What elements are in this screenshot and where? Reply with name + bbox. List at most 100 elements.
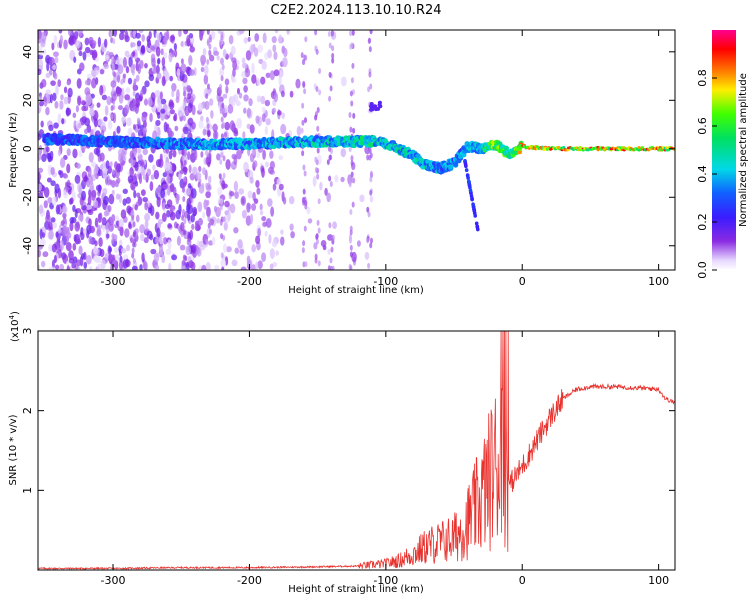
heatmap-cell — [178, 30, 182, 38]
top-x-ticks: -300 -200 -100 0 100 — [101, 30, 669, 288]
heatmap-cell — [160, 48, 164, 56]
heatmap-cell — [180, 58, 184, 65]
heatmap-cell — [179, 169, 184, 175]
heatmap-cell — [278, 75, 282, 86]
heatmap-cell — [45, 146, 50, 153]
heatmap-cell — [98, 118, 104, 127]
heatmap-cell — [139, 264, 143, 270]
heatmap-cell — [277, 110, 282, 116]
snr-series-line — [38, 331, 675, 570]
heatmap-cell — [124, 228, 130, 238]
heatmap-cell — [331, 30, 335, 37]
y-tick-label: 40 — [21, 45, 34, 59]
heatmap-cell — [301, 247, 305, 254]
heatmap-cell — [156, 227, 161, 238]
heatmap-cell — [112, 254, 116, 261]
heatmap-cell — [38, 249, 41, 258]
heatmap-cell — [349, 90, 353, 97]
heatmap-cell — [66, 260, 70, 267]
heatmap-cell — [240, 195, 247, 206]
heatmap-cell — [48, 124, 54, 132]
colorbar-label: Normalized spectral amplitude — [738, 73, 749, 227]
heatmap-cell — [202, 211, 206, 219]
heatmap-cell — [368, 46, 372, 53]
heatmap-cell — [205, 261, 211, 270]
spectrogram-frame — [37, 29, 676, 271]
heatmap-cell — [466, 179, 471, 184]
heatmap-cell — [202, 128, 207, 136]
heatmap-cell — [314, 156, 318, 163]
heatmap-cell — [269, 150, 274, 159]
heatmap-cell — [85, 204, 92, 211]
heatmap-cell — [200, 151, 204, 158]
heatmap-cell — [139, 224, 146, 234]
heatmap-cell — [124, 50, 130, 57]
heatmap-cell — [186, 238, 192, 246]
heatmap-cell — [340, 76, 347, 87]
heatmap-cell — [316, 147, 320, 154]
heatmap-cell — [255, 179, 260, 188]
heatmap-cell — [202, 48, 207, 56]
heatmap-cell — [227, 103, 234, 114]
heatmap-cell — [350, 100, 354, 107]
heatmap-cell — [329, 85, 333, 92]
heatmap-cell — [225, 246, 232, 253]
heatmap-cell — [113, 71, 117, 78]
heatmap-cell — [249, 124, 255, 134]
heatmap-cell — [120, 247, 127, 254]
heatmap-cell — [53, 255, 57, 264]
colorbar-gradient — [712, 30, 736, 270]
heatmap-cell — [108, 51, 114, 58]
heatmap-cell — [239, 248, 245, 255]
heatmap-cell — [166, 106, 171, 116]
heatmap-cell — [213, 130, 218, 141]
heatmap-cell — [181, 186, 185, 193]
heatmap-cell — [224, 121, 231, 131]
heatmap-cell — [222, 243, 228, 253]
heatmap-cell — [251, 74, 257, 84]
heatmap-cell — [124, 259, 131, 268]
heatmap-cell — [278, 183, 284, 191]
heatmap-cell — [208, 52, 212, 59]
heatmap-cell — [225, 159, 231, 170]
bottom-y-scale-label: (x104) — [8, 311, 21, 342]
heatmap-cell — [193, 208, 197, 217]
heatmap-cell — [369, 83, 373, 90]
heatmap-cell — [58, 30, 63, 34]
heatmap-cell — [249, 176, 254, 184]
heatmap-cell — [177, 106, 184, 117]
heatmap-cell — [87, 195, 92, 206]
heatmap-cell — [208, 175, 212, 184]
heatmap-cell — [206, 40, 210, 47]
colorbar-tick-label: 0.0 — [696, 261, 709, 279]
heatmap-cell — [327, 265, 331, 270]
heatmap-cell — [49, 93, 53, 104]
heatmap-cell — [96, 102, 101, 108]
heatmap-cell — [233, 227, 239, 234]
heatmap-cell — [174, 125, 179, 132]
heatmap-cell — [205, 182, 209, 189]
heatmap-cell — [111, 64, 115, 71]
heatmap-cell — [53, 51, 59, 58]
top-y-ticks: 40 20 0 -20 -40 — [21, 45, 675, 255]
y-tick-label: 0 — [21, 145, 34, 152]
heatmap-cell — [222, 49, 227, 58]
heatmap-cell — [317, 260, 321, 267]
heatmap-cell — [189, 46, 195, 53]
heatmap-cell — [351, 201, 355, 208]
heatmap-cell — [122, 188, 128, 195]
heatmap-cell — [97, 263, 103, 270]
heatmap-cell — [169, 34, 175, 43]
heatmap-cell — [516, 149, 523, 155]
heatmap-cell — [134, 161, 139, 172]
heatmap-cell — [137, 63, 141, 75]
heatmap-cell — [475, 225, 480, 230]
heatmap-cell — [42, 96, 47, 102]
heatmap-cell — [214, 264, 220, 270]
y-tick-label: 1 — [21, 487, 34, 494]
heatmap-cell — [315, 233, 319, 240]
heatmap-cell — [198, 120, 204, 129]
heatmap-cell — [136, 40, 142, 47]
heatmap-cell — [150, 174, 155, 180]
heatmap-cell — [376, 106, 381, 111]
